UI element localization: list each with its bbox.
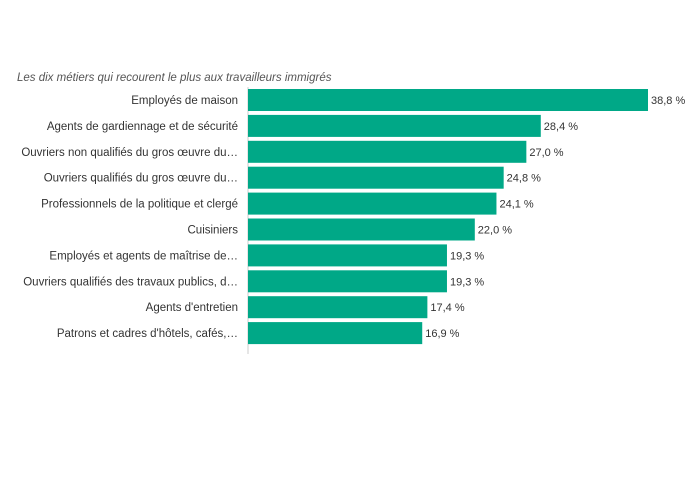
category-label: Agents d'entretien bbox=[146, 302, 238, 314]
category-label: Employés de maison bbox=[131, 95, 238, 107]
bar-1 bbox=[248, 89, 648, 111]
value-label: 19,3 % bbox=[450, 250, 484, 262]
bar-5 bbox=[248, 192, 497, 215]
category-label: Professionnels de la politique et clergé bbox=[41, 199, 238, 211]
bar-3 bbox=[248, 140, 527, 163]
value-labels: 38,8 % 28,4 % 27,0 % 24,8 % 24,1 % 22,0 % 19,3… bbox=[425, 95, 685, 340]
bar-8 bbox=[248, 270, 447, 293]
bar-6 bbox=[248, 218, 475, 241]
value-label: 24,8 % bbox=[507, 173, 541, 185]
bar-2 bbox=[248, 114, 541, 137]
bar-9 bbox=[248, 296, 428, 319]
category-label: Ouvriers qualifiés des travaux publics, … bbox=[23, 276, 238, 288]
category-label: Ouvriers qualifiés du gros œuvre du… bbox=[44, 173, 238, 185]
category-label: Agents de gardiennage et de sécurité bbox=[47, 121, 238, 133]
bars bbox=[248, 89, 648, 345]
value-label: 16,9 % bbox=[425, 328, 459, 340]
category-label: Employés et agents de maîtrise de… bbox=[49, 250, 238, 262]
bar-7 bbox=[248, 244, 447, 267]
value-label: 17,4 % bbox=[430, 302, 464, 314]
bar-10 bbox=[248, 322, 423, 345]
category-labels: Employés de maison Agents de gardiennage … bbox=[21, 95, 238, 340]
bar-4 bbox=[248, 166, 504, 189]
category-label: Cuisiniers bbox=[188, 225, 239, 237]
value-label: 24,1 % bbox=[499, 199, 533, 211]
category-label: Patrons et cadres d'hôtels, cafés,… bbox=[57, 328, 238, 340]
value-label: 28,4 % bbox=[544, 121, 578, 133]
value-label: 27,0 % bbox=[529, 147, 563, 159]
value-label: 22,0 % bbox=[478, 225, 512, 237]
chart-subtitle: Les dix métiers qui recourent le plus au… bbox=[17, 72, 332, 84]
value-label: 19,3 % bbox=[450, 276, 484, 288]
category-label: Ouvriers non qualifiés du gros œuvre du… bbox=[21, 147, 238, 159]
value-label: 38,8 % bbox=[651, 95, 685, 107]
